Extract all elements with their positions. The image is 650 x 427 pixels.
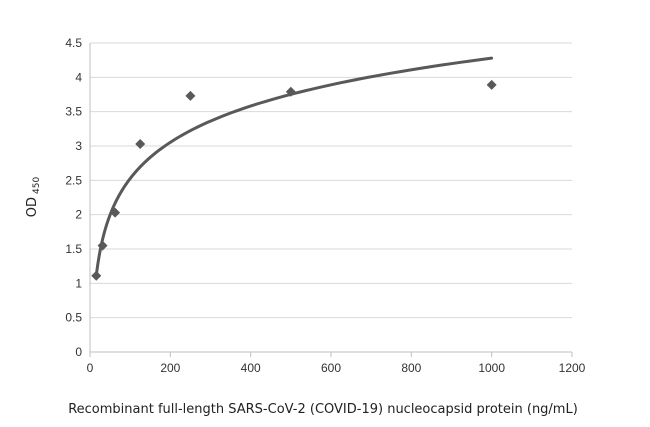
data-point-0-0 — [91, 270, 102, 281]
data-point-0-1 — [97, 240, 108, 251]
x-tick-label-600: 600 — [321, 361, 341, 375]
x-tick-label-200: 200 — [160, 361, 180, 375]
data-point-0-5 — [285, 86, 296, 97]
x-tick-labels: 0 200 400 600 800 1000 1200 — [87, 361, 586, 375]
y-axis-title: OD 450 — [25, 177, 42, 218]
y-tick-label-2: 2 — [75, 208, 82, 222]
data-point-0-4 — [185, 90, 196, 101]
y-tick-label-2.5: 2.5 — [65, 173, 82, 187]
y-tick-label-4.5: 4.5 — [65, 36, 82, 50]
y-tick-label-0.5: 0.5 — [65, 311, 82, 325]
data-points — [91, 79, 497, 281]
y-tick-label-1.5: 1.5 — [65, 242, 82, 256]
y-tick-labels: 0 0.5 1 1.5 2 2.5 3 3.5 4 4.5 — [65, 36, 82, 359]
y-axis-title-main: OD — [25, 197, 40, 217]
x-tick-label-800: 800 — [401, 361, 421, 375]
x-tick-label-1000: 1000 — [478, 361, 505, 375]
x-tick-label-0: 0 — [87, 361, 94, 375]
y-tick-label-4: 4 — [75, 70, 82, 84]
data-point-0-3 — [135, 138, 146, 149]
y-tick-label-3.5: 3.5 — [65, 105, 82, 119]
y-tick-label-3: 3 — [75, 139, 82, 153]
y-axis-title-subscript: 450 — [32, 177, 42, 194]
x-axis-title: Recombinant full-length SARS-CoV-2 (COVI… — [68, 402, 578, 417]
data-point-0-6 — [486, 79, 497, 90]
gridlines — [90, 42, 572, 319]
y-tick-label-0: 0 — [75, 345, 82, 359]
x-tick-label-400: 400 — [241, 361, 261, 375]
y-tick-label-1: 1 — [75, 276, 82, 290]
axes — [89, 43, 573, 357]
svg-text:OD450: OD 450 — [25, 177, 42, 218]
x-tick-label-1200: 1200 — [559, 361, 586, 375]
data-point-0-2 — [110, 207, 121, 218]
